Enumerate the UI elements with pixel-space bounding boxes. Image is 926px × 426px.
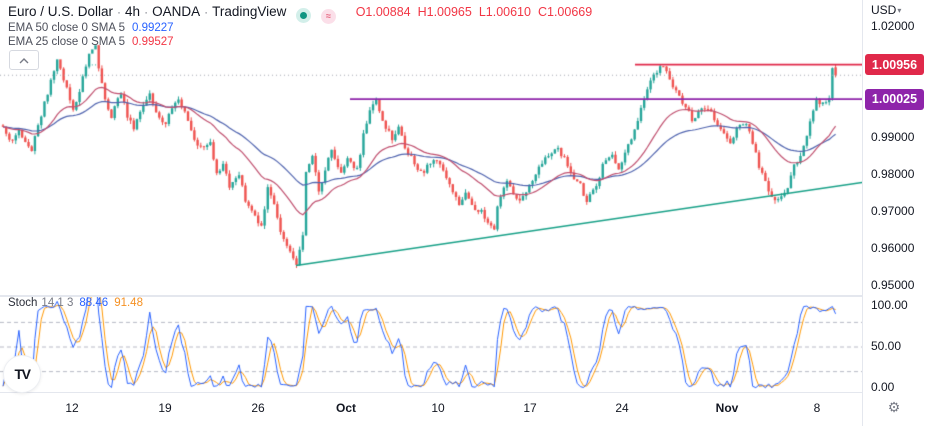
price-scale[interactable]: USD▾ 1.00956 1.00025 1.02000 0.99000 0.980… (862, 0, 926, 426)
pane-divider[interactable] (0, 295, 926, 296)
price-tick-label: 1.02000 (871, 19, 915, 33)
open-value: O1.00884 (355, 5, 411, 19)
stoch-tick-label: 0.00 (871, 380, 895, 394)
chevron-up-icon (19, 51, 29, 69)
stoch-d-value: 91.48 (114, 297, 143, 309)
price-badge-support: 1.00025 (865, 88, 924, 110)
gear-icon[interactable]: ⚙ (887, 399, 901, 415)
time-scale[interactable]: 12 19 26 Oct 10 17 24 Nov 8 (0, 392, 926, 426)
exchange-label[interactable]: OANDA (152, 4, 201, 19)
stoch-params: 14 1 3 (41, 297, 74, 309)
time-tick-label: 19 (158, 401, 172, 415)
market-status-icon[interactable] (296, 8, 312, 23)
main-chart-canvas[interactable] (0, 0, 862, 295)
stoch-name: Stoch (8, 297, 38, 309)
time-tick-label: 8 (813, 401, 821, 415)
stoch-tick-label: 50.00 (871, 339, 902, 353)
ohlc-values: O1.00884 H1.00965 L1.00610 C1.00669 (356, 5, 600, 19)
ema50-value: 0.99227 (131, 22, 174, 34)
stoch-pane-canvas[interactable] (0, 296, 862, 393)
price-tick-label: 0.97000 (871, 204, 915, 218)
platform-label[interactable]: TradingView (212, 4, 287, 19)
squiggle-icon[interactable]: ≈ (320, 8, 336, 24)
time-tick-label: 10 (431, 401, 445, 415)
price-tick-label: 0.96000 (871, 241, 915, 255)
time-tick-label: 26 (251, 401, 265, 415)
currency-label[interactable]: USD▾ (871, 3, 902, 17)
time-tick-label: 24 (615, 401, 629, 415)
close-value: C1.00669 (537, 5, 593, 19)
price-badge-resistance: 1.00956 (865, 54, 924, 76)
time-tick-label: Oct (335, 401, 357, 415)
symbol-title[interactable]: Euro / U.S. Dollar (8, 4, 114, 19)
ema25-value: 0.99527 (131, 36, 174, 48)
indicator-legend-ema25[interactable]: EMA 25 close 0 SMA 5 0.99527 (8, 36, 174, 48)
indicator-legend-ema50[interactable]: EMA 50 close 0 SMA 5 0.99227 (8, 22, 174, 34)
chart-legend: Euro / U.S. Dollar · 4h · OANDA · TradingView … (8, 4, 599, 24)
time-tick-label: Nov (715, 401, 739, 415)
time-tick-label: 17 (523, 401, 537, 415)
tradingview-logo[interactable]: TV (3, 355, 41, 393)
price-tick-label: 0.99000 (871, 130, 915, 144)
high-value: H1.00965 (417, 5, 472, 19)
status-dot-icon (300, 12, 308, 19)
chevron-down-icon: ▾ (897, 6, 902, 15)
price-tick-label: 0.95000 (871, 278, 915, 292)
price-tick-label: 0.98000 (871, 167, 915, 181)
interval-label[interactable]: 4h (125, 4, 141, 19)
low-value: L1.00610 (478, 5, 531, 19)
indicator-legend-stoch[interactable]: Stoch 14 1 3 88.46 91.48 (8, 297, 143, 309)
stoch-k-value: 88.46 (79, 297, 109, 309)
time-tick-label: 12 (65, 401, 79, 415)
stoch-tick-label: 100.00 (871, 298, 908, 312)
collapse-legend-button[interactable] (9, 50, 39, 70)
